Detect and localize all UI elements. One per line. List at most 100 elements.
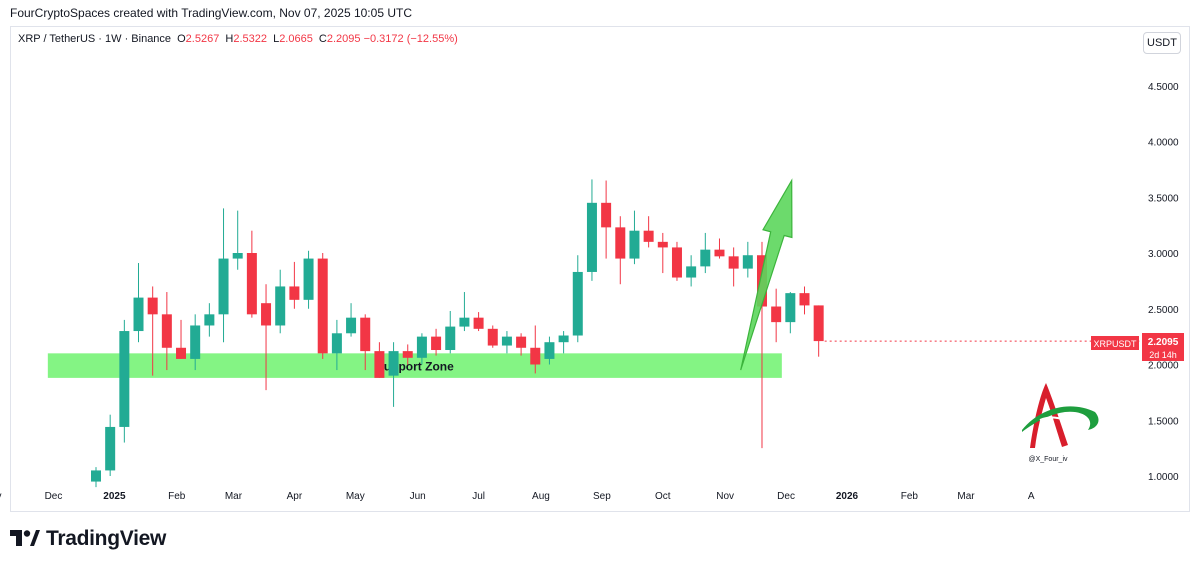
candle-up — [346, 303, 357, 337]
candle-up — [544, 336, 555, 365]
candle-up — [445, 310, 456, 354]
x-tick-label: Feb — [901, 491, 919, 502]
candle-down — [147, 286, 158, 376]
x-tick-label: Dec — [777, 491, 795, 502]
candle-down — [516, 333, 527, 356]
x-tick-label: Feb — [168, 491, 186, 502]
candle-body — [487, 328, 498, 346]
candle-body — [303, 258, 314, 300]
candle-body — [771, 306, 782, 323]
candle-up — [416, 333, 427, 365]
x-tick-label: Oct — [655, 491, 671, 502]
candle-down — [799, 286, 810, 315]
legend-open-label: O — [177, 33, 186, 45]
candle-body — [643, 230, 654, 242]
candle-body — [799, 293, 810, 306]
candle-up — [388, 342, 399, 407]
candle-down — [473, 312, 484, 332]
candle-body — [572, 271, 583, 336]
candle-down — [402, 344, 413, 365]
candle-down — [246, 230, 257, 318]
price-tag-countdown: 2d 14h — [1149, 350, 1177, 360]
chart-legend[interactable]: XRP / TetherUS · 1W · Binance O2.5267 H2… — [18, 33, 458, 45]
candle-body — [501, 336, 512, 346]
legend-close-label: C — [318, 33, 327, 45]
candle-body — [686, 266, 697, 278]
legend-change: −0.3172 (−12.55%) — [363, 33, 458, 45]
candle-body — [374, 351, 385, 378]
y-tick-label: 3.0000 — [1148, 249, 1179, 260]
currency-button[interactable]: USDT — [1143, 32, 1181, 54]
watermark-logo: @X_Four_iv — [1022, 383, 1099, 463]
legend-high-label: H — [225, 33, 234, 45]
x-tick-label: Nov — [0, 491, 1, 502]
last-price-tag: XRPUSDT 2.2095 2d 14h — [1091, 333, 1184, 361]
price-tag-price: 2.2095 — [1148, 337, 1179, 348]
candle-body — [190, 325, 201, 359]
candle-body — [346, 317, 357, 334]
candle-body — [133, 297, 144, 332]
y-tick-label: 1.0000 — [1148, 472, 1179, 483]
candle-body — [289, 286, 300, 300]
candle-up — [629, 210, 640, 265]
candle-body — [586, 202, 597, 272]
candle-down — [615, 216, 626, 285]
x-tick-label: Jul — [472, 491, 485, 502]
candle-up — [572, 255, 583, 343]
candle-up — [501, 331, 512, 354]
candle-body — [275, 286, 286, 326]
y-tick-label: 2.5000 — [1148, 305, 1179, 316]
candle-body — [530, 347, 541, 365]
tradingview-brand[interactable]: TradingView — [10, 527, 166, 551]
candle-down — [671, 241, 682, 281]
tradingview-wordmark: TradingView — [46, 527, 167, 550]
price-tag-symbol: XRPUSDT — [1093, 339, 1137, 349]
candle-body — [445, 326, 456, 351]
bullish-arrow[interactable] — [740, 178, 793, 371]
candle-body — [728, 256, 739, 269]
candle-body — [629, 230, 640, 259]
candle-up — [558, 331, 569, 354]
candle-body — [742, 255, 753, 269]
candle-body — [261, 303, 272, 326]
candle-body — [147, 297, 158, 315]
candles — [91, 179, 824, 488]
x-tick-label: May — [346, 491, 365, 502]
candle-up — [303, 250, 314, 309]
candle-body — [473, 317, 484, 329]
x-tick-label: Nov — [716, 491, 734, 502]
candle-down — [161, 292, 172, 371]
candle-down — [643, 216, 654, 248]
legend-high: 2.5322 — [233, 33, 267, 45]
candle-body — [176, 347, 187, 359]
price-axis[interactable]: 1.0000 1.5000 2.0000 2.5000 3.0000 3.5000 4.00… — [1148, 82, 1179, 483]
legend-symbol: XRP / TetherUS · 1W · Binance — [18, 33, 172, 45]
candle-down — [289, 261, 300, 309]
candle-down — [261, 284, 272, 391]
x-tick-label: 2026 — [836, 491, 859, 502]
chart-caption: FourCryptoSpaces created with TradingVie… — [10, 6, 412, 20]
candle-up — [232, 210, 243, 270]
candle-down — [176, 319, 187, 359]
candle-body — [232, 253, 243, 259]
candle-down — [431, 328, 442, 356]
candle-body — [558, 335, 569, 343]
x-tick-label: Dec — [45, 491, 63, 502]
candle-up — [785, 292, 796, 334]
candle-body — [204, 314, 215, 326]
x-tick-label: Jun — [410, 491, 426, 502]
candle-down — [487, 325, 498, 348]
candle-body — [601, 202, 612, 228]
watermark-handle: @X_Four_iv — [1028, 456, 1068, 463]
candle-body — [416, 336, 427, 358]
time-axis[interactable]: OctNovDec2025FebMarAprMayJunJulAugSepOct… — [0, 491, 1035, 502]
candle-up — [331, 319, 342, 371]
candle-down — [530, 325, 541, 374]
x-tick-label: Mar — [957, 491, 975, 502]
legend-open: 2.5267 — [185, 33, 220, 45]
support-zone[interactable] — [47, 353, 782, 378]
candle-body — [615, 227, 626, 259]
candle-down — [317, 253, 328, 359]
candle-body — [91, 470, 101, 482]
